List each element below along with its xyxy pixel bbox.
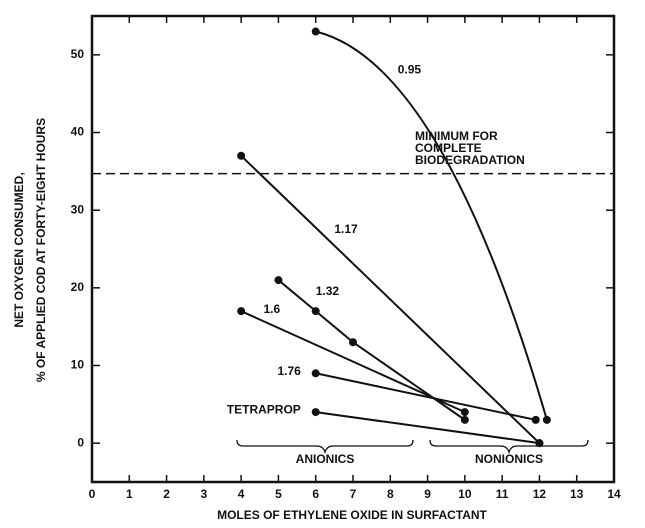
x-axis-label: MOLES OF ETHYLENE OXIDE IN SURFACTANT <box>217 508 487 522</box>
bracket <box>429 439 589 455</box>
series-label: TETRAPROP <box>227 403 301 417</box>
x-tick-label: 3 <box>201 487 208 501</box>
y-tick-label: 40 <box>71 125 85 139</box>
data-point <box>311 27 320 36</box>
x-tick-label: 9 <box>424 487 431 501</box>
series-label: 0.95 <box>398 63 422 77</box>
series-label: 1.76 <box>277 364 301 378</box>
data-point <box>311 408 320 417</box>
series-label: 1.32 <box>316 284 340 298</box>
x-tick-label: 6 <box>312 487 319 501</box>
x-tick-label: 5 <box>275 487 282 501</box>
bracket <box>236 439 414 455</box>
data-point <box>460 415 469 424</box>
x-tick-label: 14 <box>607 487 621 501</box>
series-line <box>315 30 548 421</box>
threshold-label: COMPLETE <box>415 141 482 155</box>
data-point <box>237 307 246 316</box>
x-tick-label: 10 <box>458 487 472 501</box>
y-axis-label: NET OXYGEN CONSUMED, <box>12 172 26 327</box>
threshold-label: MINIMUM FOR <box>415 129 498 143</box>
x-tick-label: 1 <box>126 487 133 501</box>
x-tick-label: 11 <box>496 487 509 501</box>
x-tick-label: 12 <box>533 487 547 501</box>
data-point <box>542 415 551 424</box>
threshold-label: BIODEGRADATION <box>415 153 525 167</box>
data-point <box>274 276 283 285</box>
x-tick-label: 8 <box>387 487 394 501</box>
plot-frame <box>90 14 616 484</box>
data-point <box>311 307 320 316</box>
series-line <box>315 411 540 445</box>
y-tick-label: 0 <box>77 435 84 449</box>
y-tick-label: 30 <box>71 202 85 216</box>
series-label: 1.17 <box>334 222 358 236</box>
series-line <box>240 310 466 414</box>
group-label: ANIONICS <box>296 452 355 466</box>
data-point <box>460 408 469 417</box>
x-tick-label: 4 <box>238 487 245 501</box>
data-point <box>531 415 540 424</box>
data-point <box>349 338 357 347</box>
data-point <box>535 439 544 448</box>
y-axis-label: % OF APPLIED COD AT FORTY-EIGHT HOURS <box>34 118 48 382</box>
y-tick-label: 50 <box>71 47 85 61</box>
x-tick-label: 7 <box>350 487 357 501</box>
series-line <box>277 279 466 421</box>
series-line <box>240 155 541 444</box>
data-point <box>237 151 246 160</box>
y-tick-label: 20 <box>71 280 85 294</box>
data-point <box>311 369 320 378</box>
group-label: NONIONICS <box>475 452 543 466</box>
x-tick-label: 0 <box>89 487 96 501</box>
series-line <box>315 372 536 421</box>
y-tick-label: 10 <box>71 358 85 372</box>
x-tick-label: 13 <box>570 487 584 501</box>
x-tick-label: 2 <box>163 487 170 501</box>
series-label: 1.6 <box>264 302 281 316</box>
